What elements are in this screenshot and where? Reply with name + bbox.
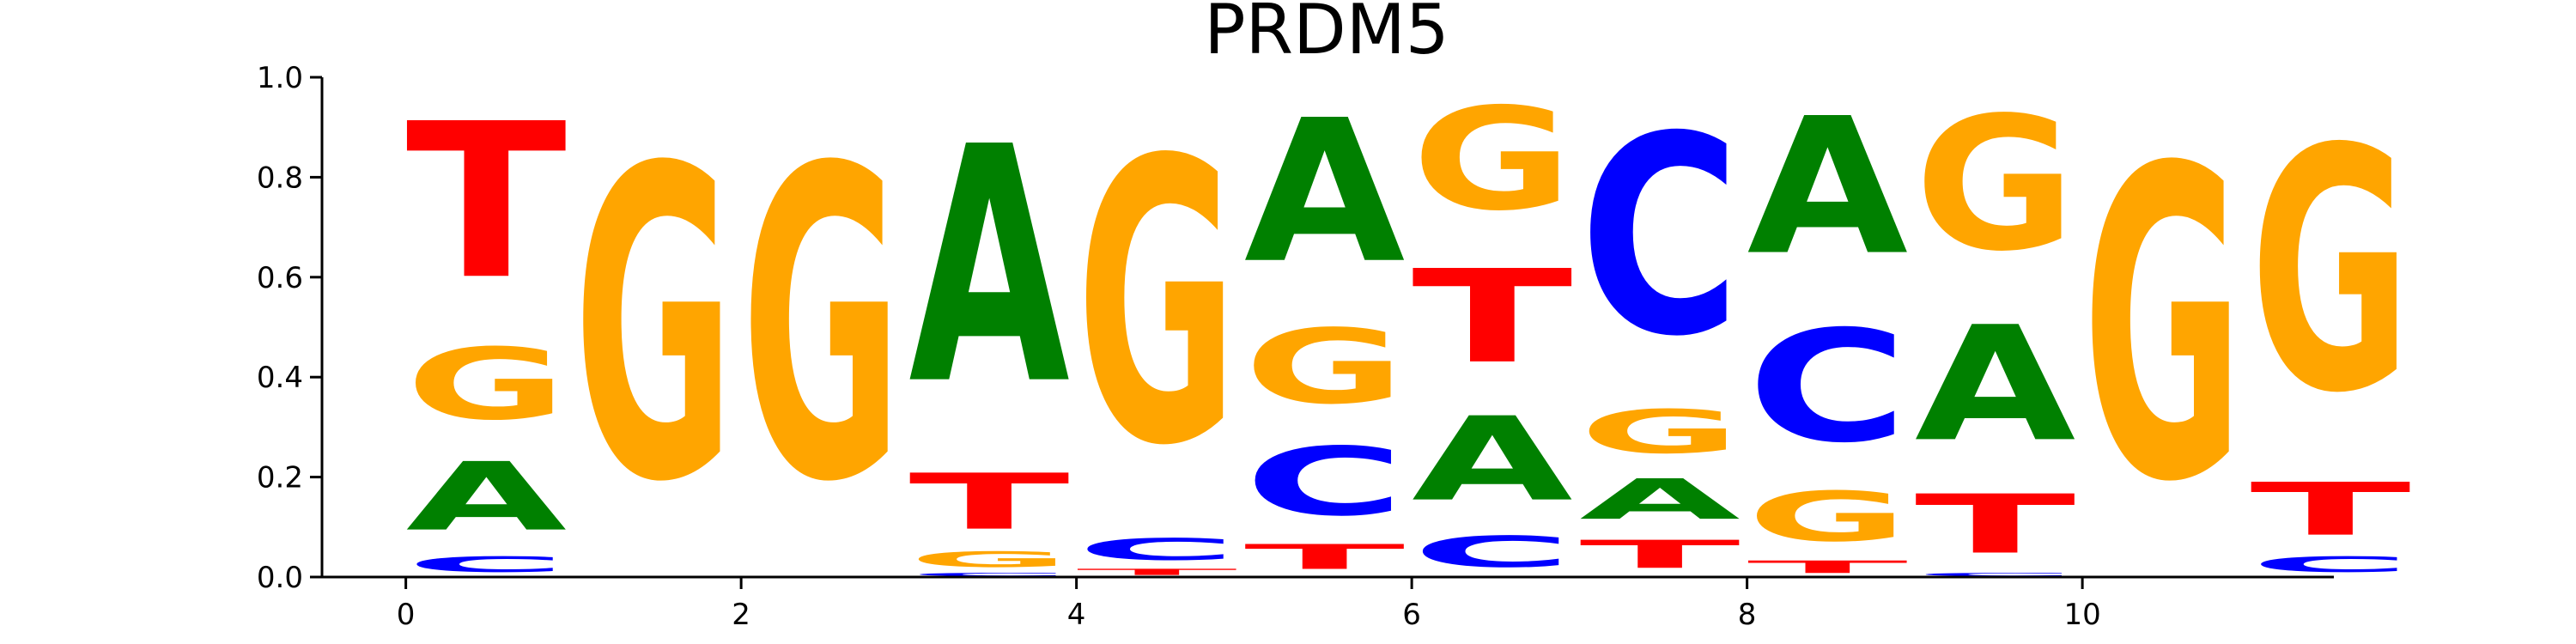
logo-letter-t-pos-3: T <box>908 458 1069 547</box>
logo-letter-c-pos-3: C <box>908 572 1069 577</box>
y-tick-label: 0.2 <box>257 461 303 495</box>
logo-letter-c-pos-4: C <box>1077 532 1237 568</box>
logo-letter-c-pos-11: C <box>2250 552 2410 577</box>
logo-letter-c-pos-7: C <box>1579 79 1740 398</box>
logo-letter-c-pos-8: C <box>1747 298 1908 477</box>
logo-letter-a-pos-5: A <box>1244 77 1405 307</box>
y-tick-label: 0.8 <box>257 161 303 195</box>
logo-letter-t-pos-4: T <box>1077 567 1237 577</box>
logo-letter-c-pos-0: C <box>406 552 567 577</box>
logo-letter-g-pos-11: G <box>2250 80 2410 467</box>
logo-letter-a-pos-7: A <box>1579 467 1740 532</box>
logo-letter-a-pos-9: A <box>1915 292 2075 477</box>
y-tick-label: 1.0 <box>257 61 303 95</box>
logo-letter-g-pos-4: G <box>1077 78 1237 532</box>
y-axis-ticks: 0.0 0.2 0.4 0.6 0.8 1.0 <box>257 61 322 595</box>
x-axis-ticks: 0 2 4 6 8 10 <box>397 577 2101 632</box>
logo-letter-g-pos-3: G <box>908 547 1069 572</box>
logo-letter-g-pos-5: G <box>1244 307 1405 427</box>
logo-letter-g-pos-2: G <box>741 79 902 575</box>
logo-letter-g-pos-9: G <box>1915 79 2075 292</box>
logo-letter-t-pos-9: T <box>1915 477 2075 572</box>
logo-letter-g-pos-6: G <box>1412 77 1572 242</box>
logo-letter-t-pos-8: T <box>1747 557 1908 577</box>
logo-letter-g-pos-0: G <box>406 327 567 442</box>
logo-letter-a-pos-8: A <box>1747 79 1908 297</box>
logo-letter-a-pos-3: A <box>908 77 1071 456</box>
logo-letter-t-pos-5: T <box>1244 538 1405 577</box>
axes <box>320 77 2334 579</box>
logo-letter-c-pos-6: C <box>1412 527 1572 577</box>
chart-title: PRDM5 <box>1204 0 1449 70</box>
y-tick-label: 0.6 <box>257 261 303 295</box>
x-tick-label: 8 <box>1738 598 1757 632</box>
logo-letter-c-pos-9: C <box>1915 572 2075 577</box>
logo-letter-t-pos-6: T <box>1412 243 1572 392</box>
y-tick-label: 0.0 <box>257 561 303 595</box>
logo-letter-t-pos-0: T <box>406 78 568 326</box>
x-tick-label: 0 <box>397 598 416 632</box>
logo-letter-t-pos-11: T <box>2250 467 2410 552</box>
logo-letter-g-pos-10: G <box>2082 79 2243 575</box>
logo-letter-t-pos-7: T <box>1579 532 1740 577</box>
logo-letter-a-pos-0: A <box>406 443 567 552</box>
logo-letter-c-pos-5: C <box>1244 428 1405 537</box>
x-tick-label: 2 <box>732 598 750 632</box>
y-tick-label: 0.4 <box>257 361 303 395</box>
logo-letter-g-pos-1: G <box>574 79 734 575</box>
x-tick-label: 10 <box>2063 598 2100 632</box>
x-tick-label: 4 <box>1067 598 1086 632</box>
logo-letter-a-pos-6: A <box>1412 392 1572 526</box>
logo-letter-g-pos-7: G <box>1579 397 1740 466</box>
logo-letter-g-pos-8: G <box>1747 477 1908 557</box>
x-tick-label: 6 <box>1402 598 1421 632</box>
